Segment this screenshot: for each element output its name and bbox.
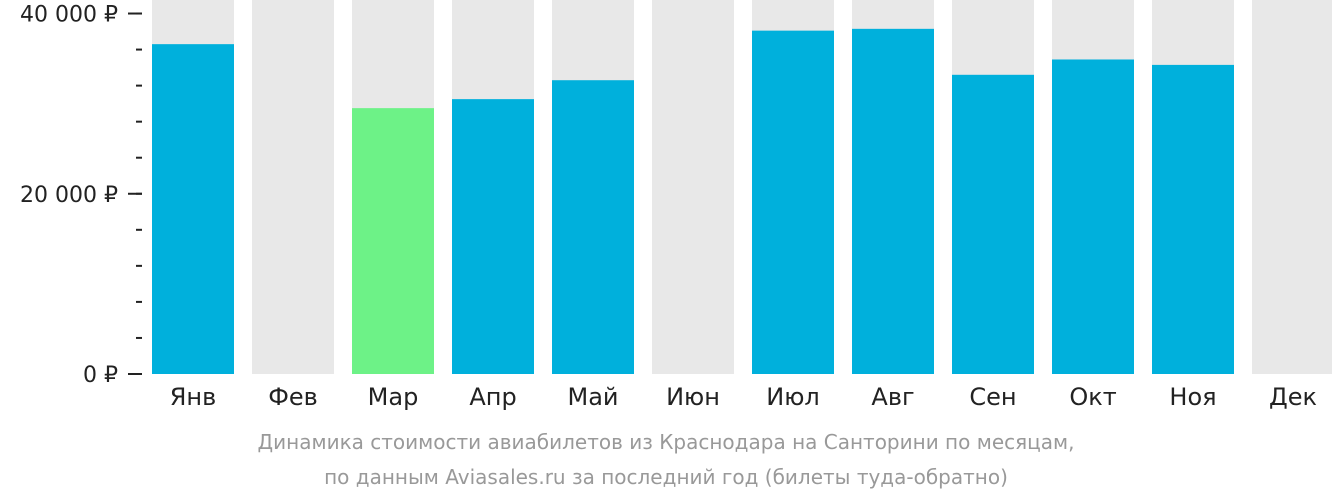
bar-track-6 [652, 0, 734, 374]
x-tick-label: Апр [469, 383, 516, 411]
bar-track-2 [252, 0, 334, 374]
x-tick-label: Дек [1269, 383, 1317, 411]
bar-7[interactable] [752, 30, 834, 375]
caption-line-1: Динамика стоимости авиабилетов из Красно… [257, 430, 1075, 454]
x-tick-label: Авг [871, 383, 914, 411]
x-tick-label: Окт [1069, 383, 1116, 411]
x-tick-label: Сен [969, 383, 1016, 411]
bar-4[interactable] [452, 99, 534, 374]
bar-track-12 [1252, 0, 1332, 374]
price-chart: 0 ₽ 20 000 ₽ 40 000 ₽ Янв Фев Мар Апр Май Июн Ию… [20, 0, 1332, 411]
bar-8[interactable] [852, 28, 934, 374]
y-tick-label: 0 ₽ [83, 363, 118, 388]
y-axis: 0 ₽ 20 000 ₽ 40 000 ₽ [20, 3, 142, 388]
y-tick-label: 40 000 ₽ [20, 3, 118, 28]
bar-3[interactable] [352, 108, 434, 374]
x-tick-label: Мар [368, 383, 419, 411]
x-tick-label: Ноя [1169, 383, 1216, 411]
bars [152, 28, 1234, 375]
caption-line-2: по данным Aviasales.ru за последний год … [324, 465, 1008, 489]
x-tick-label: Янв [170, 383, 217, 411]
y-tick-label: 20 000 ₽ [20, 183, 118, 208]
bar-1[interactable] [152, 44, 234, 375]
x-axis: Янв Фев Мар Апр Май Июн Июл Авг Сен Окт Ноя Дек [170, 383, 1317, 411]
x-tick-label: Июл [766, 383, 820, 411]
bar-11[interactable] [1152, 64, 1234, 374]
bar-10[interactable] [1052, 59, 1134, 374]
bar-9[interactable] [952, 74, 1034, 375]
x-tick-label: Май [567, 383, 618, 411]
x-tick-label: Фев [268, 383, 318, 411]
bar-5[interactable] [552, 80, 634, 375]
x-tick-label: Июн [666, 383, 720, 411]
